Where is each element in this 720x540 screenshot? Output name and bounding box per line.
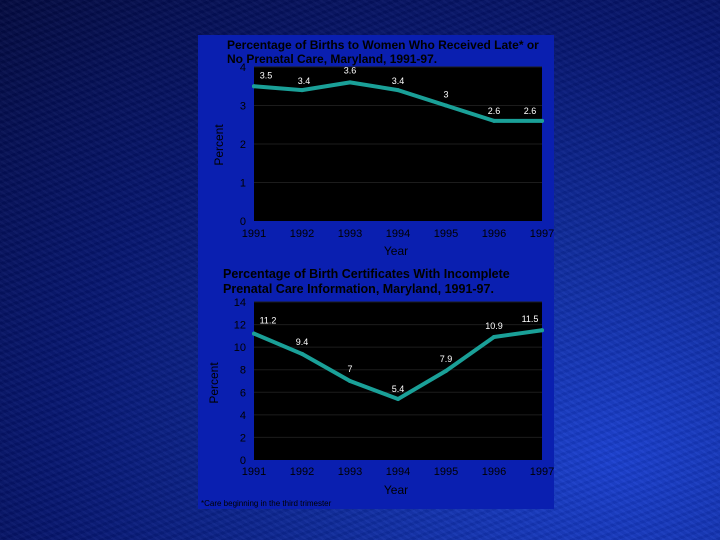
chart1-y-tick-label: 3 xyxy=(240,101,246,113)
chart1-y-tick-label: 4 xyxy=(240,62,246,74)
chart2-data-label: 7 xyxy=(347,364,352,374)
chart2-y-tick-label: 8 xyxy=(240,365,246,377)
chart2-y-tick-label: 0 xyxy=(240,455,246,467)
chart2-data-point xyxy=(492,334,496,339)
chart1-data-label: 2.6 xyxy=(488,106,501,116)
chart1-data-label: 3.5 xyxy=(260,70,273,80)
chart1-x-axis-label: Year xyxy=(384,244,408,258)
chart1-x-tick-label: 1996 xyxy=(482,228,506,240)
chart2-y-tick-label: 6 xyxy=(240,387,246,399)
chart1-data-label: 3 xyxy=(443,90,448,100)
chart1-x-tick-label: 1991 xyxy=(242,228,266,240)
chart2-data-point xyxy=(300,351,304,356)
chart2-x-axis-label: Year xyxy=(384,483,408,497)
chart2-data-label: 10.9 xyxy=(485,321,503,331)
chart1-y-tick-label: 2 xyxy=(240,139,246,151)
chart2-y-tick-label: 10 xyxy=(234,342,246,354)
chart1-x-tick-label: 1995 xyxy=(434,228,458,240)
chart2-plot-area xyxy=(254,302,542,460)
chart2-y-axis-label: Percent xyxy=(207,362,221,404)
chart1-data-point xyxy=(444,103,448,108)
chart2-y-tick-label: 12 xyxy=(234,320,246,332)
chart1-data-point xyxy=(348,80,352,85)
chart1-y-tick-label: 0 xyxy=(240,216,246,228)
chart1-y-axis-label: Percent xyxy=(212,124,226,166)
chart2-title-line2: Prenatal Care Information, Maryland, 199… xyxy=(223,282,494,296)
chart1-data-point xyxy=(540,118,544,123)
chart2-data-label: 9.4 xyxy=(296,337,309,347)
chart2-x-tick-label: 1996 xyxy=(482,466,506,478)
figure-panel: Percentage of Births to Women Who Receiv… xyxy=(198,35,554,509)
chart2-title-line1: Percentage of Birth Certificates With In… xyxy=(223,267,510,281)
chart2-y-tick-label: 4 xyxy=(240,410,246,422)
chart2-data-point xyxy=(396,397,400,402)
chart1-x-tick-label: 1993 xyxy=(338,228,362,240)
chart2-data-label: 5.4 xyxy=(392,384,405,394)
chart1-data-label: 3.4 xyxy=(298,76,311,86)
chart2-x-tick-label: 1991 xyxy=(242,466,266,478)
chart2-x-tick-label: 1995 xyxy=(434,466,458,478)
chart2-x-tick-label: 1994 xyxy=(386,466,410,478)
chart2-x-tick-label: 1997 xyxy=(530,466,554,478)
chart2-data-point xyxy=(444,368,448,373)
chart1-data-point xyxy=(492,118,496,123)
chart2-y-tick-label: 2 xyxy=(240,432,246,444)
chart2-data-label: 7.9 xyxy=(440,354,453,364)
chart1-data-label: 3.4 xyxy=(392,76,405,86)
chart2-y-tick-label: 14 xyxy=(234,297,246,309)
chart1-x-tick-label: 1992 xyxy=(290,228,314,240)
chart2-data-point xyxy=(348,379,352,383)
charts-svg: Percentage of Births to Women Who Receiv… xyxy=(201,38,554,508)
chart2-data-label: 11.5 xyxy=(522,314,539,324)
chart1-data-label: 3.6 xyxy=(344,65,357,75)
chart1-x-tick-label: 1994 xyxy=(386,228,410,240)
chart1-data-point xyxy=(300,88,304,93)
chart2-data-point xyxy=(540,328,544,333)
chart2-data-label: 11.2 xyxy=(260,316,277,326)
chart1-y-tick-label: 1 xyxy=(240,178,246,190)
chart1-x-tick-label: 1997 xyxy=(530,228,554,240)
chart1-data-point xyxy=(252,84,256,89)
chart1-data-label: 2.6 xyxy=(524,106,537,116)
chart2-data-point xyxy=(252,331,256,336)
chart1-title-line1: Percentage of Births to Women Who Receiv… xyxy=(227,38,539,52)
footnote: *Care beginning in the third trimester xyxy=(201,499,332,508)
chart1-title-line2: No Prenatal Care, Maryland, 1991-97. xyxy=(227,52,437,66)
chart1-data-point xyxy=(396,88,400,93)
chart2-x-tick-label: 1992 xyxy=(290,466,314,478)
chart2-x-tick-label: 1993 xyxy=(338,466,362,478)
